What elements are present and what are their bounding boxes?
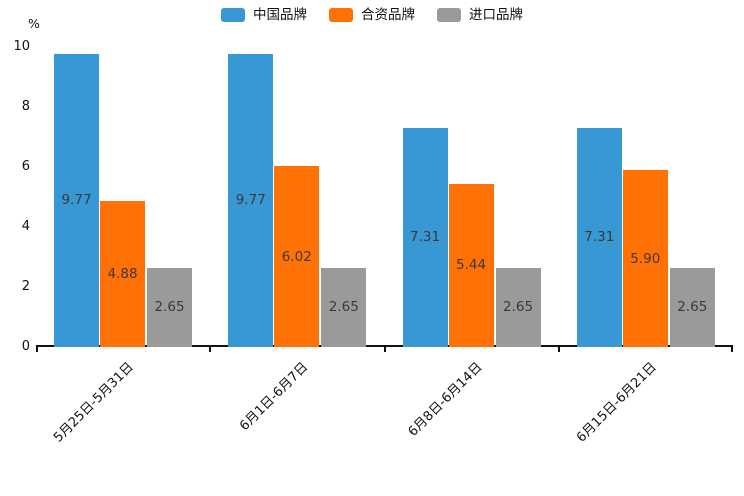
bar: 5.44	[448, 183, 494, 347]
bar-value-label: 5.44	[455, 257, 487, 274]
x-axis-category-label: 5月25日-5月31日	[50, 359, 137, 446]
bar-value-label: 2.65	[502, 299, 534, 316]
x-axis-tick	[384, 347, 386, 352]
bar-value-label: 2.65	[677, 299, 708, 316]
bar: 5.90	[622, 170, 668, 347]
bar-value-label: 7.31	[409, 229, 441, 246]
bar-value-label: 5.90	[630, 250, 661, 267]
y-tick-label: 4	[21, 219, 30, 234]
bar-value-label: 9.77	[235, 192, 266, 209]
y-tick-label: 10	[13, 39, 30, 54]
bar: 9.77	[228, 53, 274, 347]
y-axis-unit-label: %	[28, 16, 40, 31]
x-axis-line	[36, 345, 733, 347]
legend-swatch-icon	[329, 8, 353, 22]
bar: 2.65	[321, 267, 367, 347]
legend-swatch-icon	[437, 8, 461, 22]
bar-value-label: 2.65	[328, 299, 359, 316]
legend-item[interactable]: 进口品牌	[437, 8, 523, 22]
bar: 2.65	[669, 267, 715, 347]
x-axis-tick	[558, 347, 560, 352]
bar: 2.65	[147, 267, 192, 347]
x-axis-category-label: 6月15日-6月21日	[573, 359, 660, 446]
bar: 9.77	[54, 53, 99, 347]
legend-item-label: 中国品牌	[253, 7, 307, 23]
x-axis-tick	[36, 347, 38, 352]
x-axis-tick	[209, 347, 211, 352]
bar-value-label: 7.31	[584, 229, 615, 246]
legend-item[interactable]: 合资品牌	[329, 8, 415, 22]
x-axis-category-label: 6月8日-6月14日	[405, 359, 486, 440]
x-axis-tick	[731, 347, 733, 352]
bar: 6.02	[274, 166, 320, 347]
bar-value-label: 2.65	[154, 299, 185, 316]
y-tick-label: 2	[21, 279, 30, 294]
y-tick-label: 8	[21, 99, 30, 114]
legend-item[interactable]: 中国品牌	[221, 8, 307, 22]
legend: 中国品牌 合资品牌 进口品牌	[0, 8, 744, 22]
x-axis-category-label: 6月1日-6月7日	[236, 359, 311, 434]
legend-item-label: 合资品牌	[361, 7, 415, 23]
bar-value-label: 9.77	[61, 192, 92, 209]
bar: 2.65	[495, 267, 541, 347]
y-tick-label: 6	[21, 159, 30, 174]
legend-item-label: 进口品牌	[469, 7, 523, 23]
bar-value-label: 6.02	[281, 248, 312, 265]
bar-value-label: 4.88	[107, 265, 138, 282]
bar: 7.31	[402, 127, 448, 347]
legend-swatch-icon	[221, 8, 245, 22]
bar: 4.88	[100, 200, 145, 347]
bar: 7.31	[576, 127, 622, 347]
plot-area: 0 2 4 6 8 10 9.77 4.88 2.65 5月25日-5月31日 9.77 6.02 2.…	[13, 39, 733, 446]
y-tick-label: 0	[21, 339, 30, 354]
